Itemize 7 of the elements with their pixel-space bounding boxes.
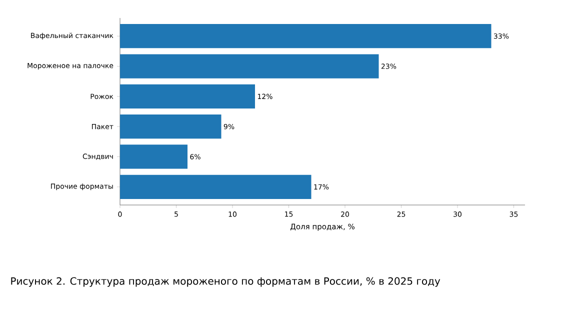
bar [120,84,256,108]
bar [120,54,379,78]
bar [120,174,312,199]
bar [120,114,222,139]
bar [120,24,492,48]
text: Рисунок 2. Структура продаж мороженого по форматам в России, % в 2025 году [11,277,440,287]
bar [120,144,188,169]
